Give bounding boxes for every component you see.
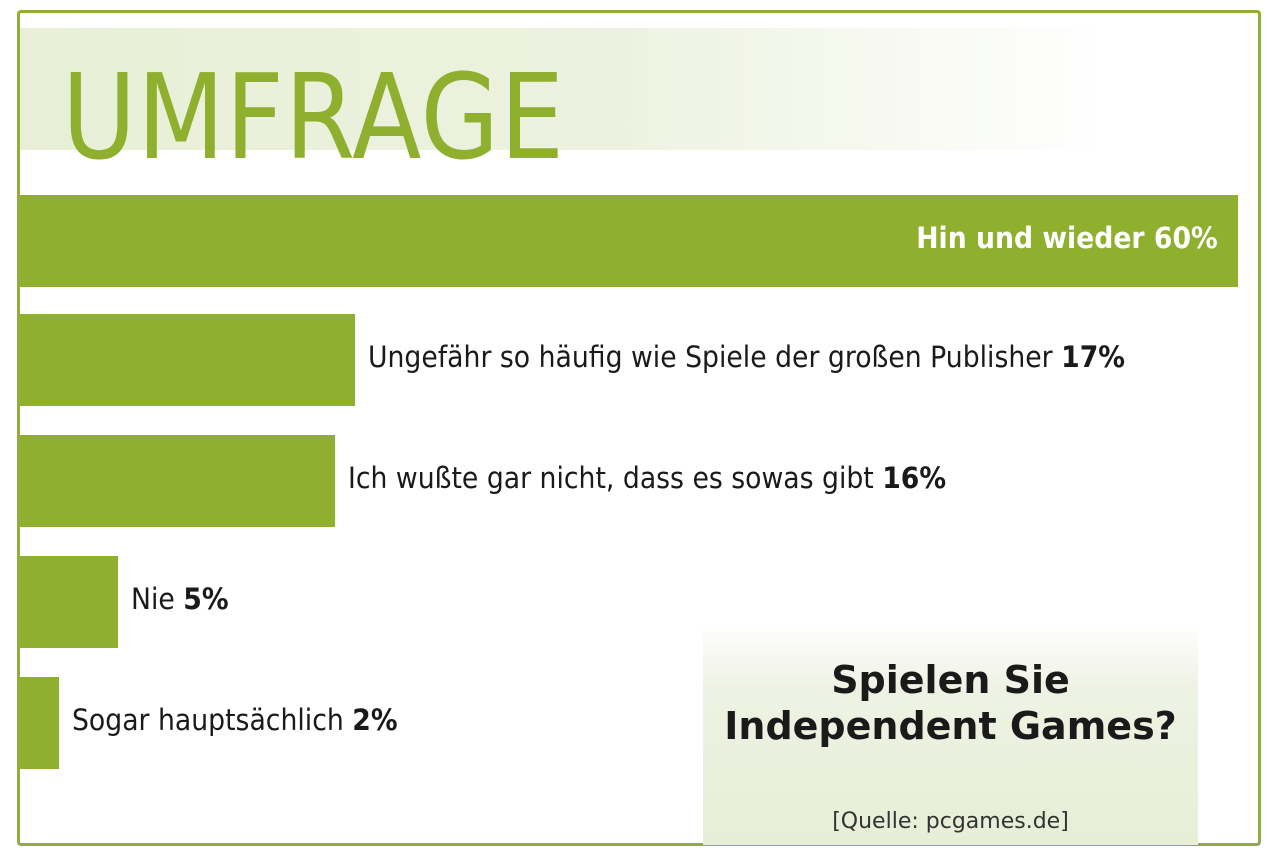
bar-1 — [20, 195, 1238, 287]
survey-question: Spielen Sie Independent Games? — [703, 657, 1198, 749]
bar-2 — [20, 314, 355, 406]
source-note: [Quelle: pcgames.de] — [832, 809, 1069, 834]
bar-label-5: Sogar hauptsächlich 2% — [72, 703, 398, 737]
bar-value-label: 2% — [352, 703, 398, 737]
bar-category-label: Ungefähr so häufig wie Spiele der großen… — [368, 340, 1062, 374]
bar-label-2: Ungefähr so häufig wie Spiele der großen… — [368, 340, 1125, 374]
bar-3 — [20, 435, 335, 527]
bar-value-label: 5% — [183, 582, 229, 616]
bar-label-3: Ich wußte gar nicht, dass es sowas gibt … — [348, 461, 946, 495]
bar-category-label: Nie — [131, 582, 184, 616]
bar-category-label: Ich wußte gar nicht, dass es sowas gibt — [348, 461, 883, 495]
chart-header: UMFRAGE — [20, 28, 1110, 182]
chart-title: UMFRAGE — [62, 48, 566, 186]
bar-label-4: Nie 5% — [131, 582, 229, 616]
bar-4 — [20, 556, 118, 648]
bar-label-1: Hin und wieder 60% — [916, 221, 1218, 255]
bar-value-label: 16% — [882, 461, 947, 495]
bar-value-label: 17% — [1061, 340, 1126, 374]
survey-question-line-2: Independent Games? — [724, 704, 1177, 748]
bar-category-label: Hin und wieder — [916, 221, 1155, 255]
bar-value-label: 60% — [1154, 221, 1218, 255]
bar-5 — [20, 677, 59, 769]
bar-category-label: Sogar hauptsächlich — [72, 703, 353, 737]
survey-question-line-1: Spielen Sie — [831, 658, 1070, 702]
question-box: Spielen Sie Independent Games? [Quelle: … — [703, 623, 1198, 845]
